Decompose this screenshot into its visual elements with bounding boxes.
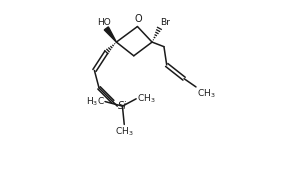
- Text: O: O: [134, 14, 142, 24]
- Text: HO: HO: [97, 18, 111, 27]
- Text: CH$_3$: CH$_3$: [197, 88, 215, 100]
- Text: Br: Br: [160, 18, 170, 27]
- Text: CH$_3$: CH$_3$: [137, 92, 155, 105]
- Text: H$_3$C: H$_3$C: [85, 95, 105, 108]
- Polygon shape: [104, 27, 116, 42]
- Text: Si: Si: [118, 101, 127, 111]
- Text: CH$_3$: CH$_3$: [116, 126, 134, 138]
